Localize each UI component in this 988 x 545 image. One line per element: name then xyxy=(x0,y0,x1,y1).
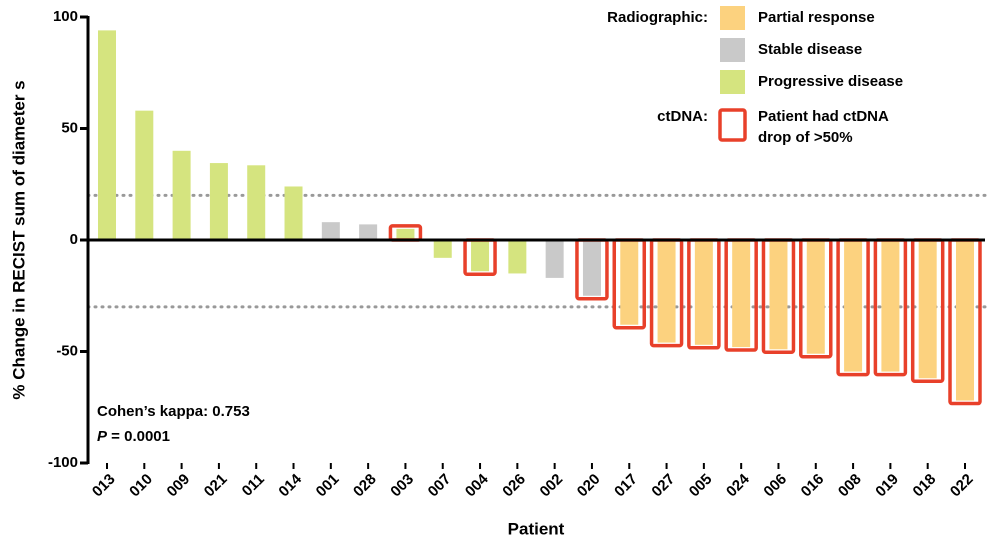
x-tick-label: 004 xyxy=(462,470,492,500)
x-tick-label: 024 xyxy=(723,470,753,500)
y-tick-label: -50 xyxy=(56,342,78,359)
ctdna-legend-label: Patient had ctDNA xyxy=(758,108,889,125)
ctdna-legend-label: drop of >50% xyxy=(758,129,853,146)
bar xyxy=(321,222,340,240)
bar xyxy=(135,110,154,240)
x-tick-label: 011 xyxy=(239,471,268,500)
bar xyxy=(98,30,116,240)
legend-label: Progressive disease xyxy=(758,73,903,90)
bar xyxy=(806,240,825,354)
bar xyxy=(359,224,378,240)
bar xyxy=(582,240,601,296)
ctdna-legend-swatch xyxy=(718,108,747,142)
bar xyxy=(471,240,490,272)
annotation: Cohen’s kappa: 0.753 xyxy=(97,403,250,420)
x-tick-label: 007 xyxy=(425,471,455,501)
bar xyxy=(769,240,788,350)
legend-swatch xyxy=(720,6,745,30)
bar xyxy=(284,186,303,240)
x-tick-label: 018 xyxy=(910,471,940,501)
x-tick-label: 001 xyxy=(313,471,343,501)
p-text: = 0.0001 xyxy=(107,428,170,445)
y-axis-label: % Change in RECIST sum of diameter s xyxy=(9,80,28,399)
bar xyxy=(620,240,639,325)
bar xyxy=(694,240,713,345)
bar xyxy=(433,240,452,258)
bar xyxy=(545,240,564,278)
x-tick-label: 016 xyxy=(798,471,828,501)
legend-title: Radiographic: xyxy=(607,9,708,26)
x-tick-label: 019 xyxy=(872,471,902,501)
bar xyxy=(956,240,974,401)
ctdna-legend-title: ctDNA: xyxy=(657,108,708,125)
bar xyxy=(732,240,751,348)
x-tick-label: 002 xyxy=(537,471,567,501)
x-tick-label: 028 xyxy=(350,471,380,501)
legend-swatch xyxy=(720,70,745,94)
bar xyxy=(881,240,900,372)
x-tick-label: 003 xyxy=(387,471,417,501)
p-value: P = 0.0001 xyxy=(97,428,170,445)
x-axis-label: Patient xyxy=(508,519,565,538)
x-tick-label: 021 xyxy=(201,471,231,501)
x-tick-label: 010 xyxy=(126,471,156,501)
x-tick-label: 020 xyxy=(574,471,604,501)
legend-swatch xyxy=(720,38,745,62)
bar xyxy=(508,240,527,274)
y-tick-label: 0 xyxy=(70,231,78,248)
legend-label: Partial response xyxy=(758,9,875,26)
x-tick-label: 009 xyxy=(164,471,194,501)
x-tick-label: 005 xyxy=(686,471,716,501)
bar xyxy=(247,165,266,240)
x-tick-label: 026 xyxy=(499,471,529,501)
y-tick-label: 50 xyxy=(61,119,78,136)
legend-label: Stable disease xyxy=(758,41,862,58)
bar xyxy=(844,240,863,372)
x-tick-label: 017 xyxy=(611,471,641,501)
x-tick-label: 014 xyxy=(275,470,305,500)
p-symbol: P xyxy=(97,428,108,445)
bar xyxy=(396,228,415,240)
x-tick-label: 006 xyxy=(760,471,790,501)
x-tick-label: 027 xyxy=(648,471,678,501)
bar xyxy=(209,163,228,240)
bar xyxy=(657,240,676,343)
x-tick-label: 008 xyxy=(835,471,865,501)
x-tick-label: 013 xyxy=(89,471,119,501)
bar xyxy=(918,240,937,379)
y-tick-label: 100 xyxy=(53,8,78,25)
y-tick-label: -100 xyxy=(48,454,78,471)
bar xyxy=(172,150,191,240)
x-tick-label: 022 xyxy=(947,471,977,501)
